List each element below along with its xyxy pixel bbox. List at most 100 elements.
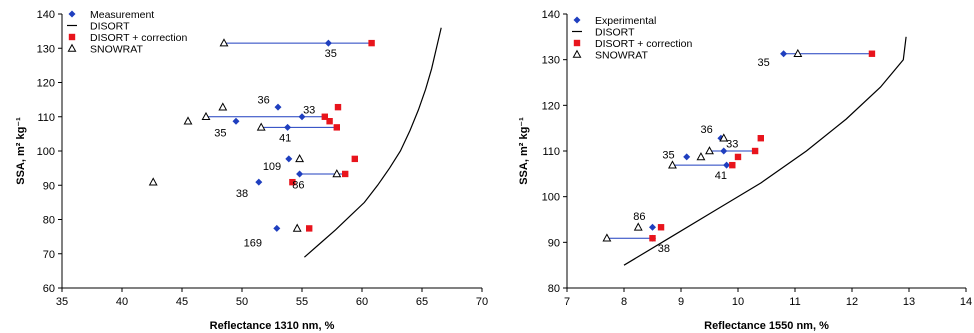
- square-point: [334, 103, 342, 111]
- point-label: 35: [325, 48, 337, 60]
- legend-label: DISORT + correction: [595, 38, 693, 50]
- y-tick-label: 100: [37, 146, 55, 158]
- triangle-point: [793, 48, 803, 58]
- square-point: [351, 155, 358, 163]
- x-tick-label: 65: [416, 296, 428, 308]
- point-label: 109: [263, 161, 281, 173]
- square-point: [326, 118, 333, 125]
- y-tick-label: 110: [542, 146, 560, 158]
- chart-2: 80 90 100 110 120 130 140 7 8 9 10 11 12 13 14 Reflecta…: [518, 9, 972, 332]
- square-point: [734, 153, 742, 161]
- y-tick-label: 100: [542, 192, 560, 204]
- legend-label: DISORT: [595, 27, 635, 39]
- legend-label: SNOWRAT: [90, 44, 143, 56]
- y-tick-label: 90: [43, 180, 55, 192]
- square-point: [306, 225, 313, 232]
- y-tick-label: 110: [37, 112, 55, 124]
- triangle-point: [148, 177, 158, 186]
- legend-label: Experimental: [595, 15, 656, 27]
- diamond-point: [720, 147, 728, 155]
- x-tick-label: 11: [789, 296, 800, 308]
- triangle-point: [183, 116, 193, 125]
- point-label: 169: [244, 238, 262, 250]
- square-point: [342, 170, 349, 178]
- x-tick-label: 45: [176, 296, 188, 308]
- legend-label: DISORT + correction: [90, 32, 188, 44]
- diamond-point: [649, 223, 656, 231]
- square-point: [657, 224, 665, 231]
- triangle-point: [633, 222, 643, 231]
- point-label: 33: [303, 104, 315, 116]
- square-point: [289, 178, 296, 186]
- legend-label: Measurement: [90, 9, 154, 21]
- point-label: 38: [236, 188, 248, 200]
- disort-curve: [304, 27, 442, 258]
- y-tick-label: 130: [542, 55, 560, 67]
- y-tick-label: 130: [37, 43, 55, 55]
- x-tick-label: 40: [116, 296, 128, 308]
- x-tick-label: 14: [960, 296, 972, 308]
- legend-triangle-swatch: [572, 49, 582, 58]
- chart-1: 60 70 80 90 100 110 120 130 140 35 40 45 50 55 60 65 70 R…: [15, 9, 488, 332]
- triangle-point: [201, 111, 211, 121]
- triangle-point: [295, 154, 305, 163]
- y-tick-label: 60: [43, 283, 55, 295]
- point-label: 41: [279, 132, 291, 144]
- y-tick-label: 70: [43, 249, 55, 261]
- legend-label: SNOWRAT: [595, 50, 648, 62]
- point-label: 86: [292, 179, 304, 191]
- y-axis-title: SSA, m² kg⁻¹: [518, 117, 530, 185]
- point-label: 86: [633, 211, 645, 223]
- square-point: [649, 235, 656, 242]
- y-tick-label: 140: [37, 9, 55, 21]
- point-label: 41: [715, 170, 727, 182]
- triangle-point: [668, 160, 677, 169]
- triangle-point: [719, 133, 729, 142]
- square-point: [868, 50, 876, 57]
- point-label: 35: [758, 57, 770, 69]
- x-tick-label: 8: [621, 296, 627, 308]
- x-tick-label: 9: [678, 296, 684, 308]
- point-label: 36: [701, 124, 713, 136]
- triangle-point: [292, 223, 302, 232]
- x-tick-label: 7: [564, 296, 570, 308]
- triangle-point: [602, 233, 612, 242]
- point-label: 35: [214, 127, 226, 139]
- triangle-point: [332, 169, 342, 178]
- diamond-point: [274, 103, 282, 111]
- triangle-point: [218, 102, 228, 111]
- triangle-point: [705, 146, 714, 155]
- square-point: [757, 135, 764, 142]
- diamond-point: [683, 153, 691, 161]
- triangle-point: [219, 38, 229, 47]
- y-tick-label: 120: [542, 100, 560, 112]
- y-axis-title: SSA, m² kg⁻¹: [15, 117, 27, 185]
- x-tick-label: 12: [846, 296, 858, 308]
- diamond-point: [273, 224, 281, 232]
- x-tick-label: 35: [56, 296, 68, 308]
- legend-diamond-swatch: [573, 16, 581, 24]
- y-tick-label: 80: [43, 215, 55, 227]
- legend-square-swatch: [68, 33, 76, 41]
- point-label: 33: [726, 138, 738, 150]
- y-tick-label: 80: [548, 283, 560, 295]
- point-label: 36: [257, 95, 269, 107]
- diamond-point: [324, 39, 332, 47]
- square-point: [321, 113, 328, 120]
- x-axis-title: Reflectance 1550 nm, %: [704, 320, 829, 332]
- diamond-point: [723, 161, 731, 169]
- x-tick-label: 10: [732, 296, 744, 308]
- x-axis-title: Reflectance 1310 nm, %: [210, 320, 335, 332]
- diamond-point: [780, 50, 788, 58]
- disort-curve: [623, 36, 907, 266]
- legend-square-swatch: [573, 39, 581, 47]
- legend-label: DISORT: [90, 21, 130, 33]
- y-tick-label: 140: [542, 9, 560, 21]
- point-label: 35: [662, 149, 674, 161]
- x-tick-label: 13: [903, 296, 915, 308]
- diamond-point: [298, 113, 306, 121]
- x-tick-label: 50: [236, 296, 248, 308]
